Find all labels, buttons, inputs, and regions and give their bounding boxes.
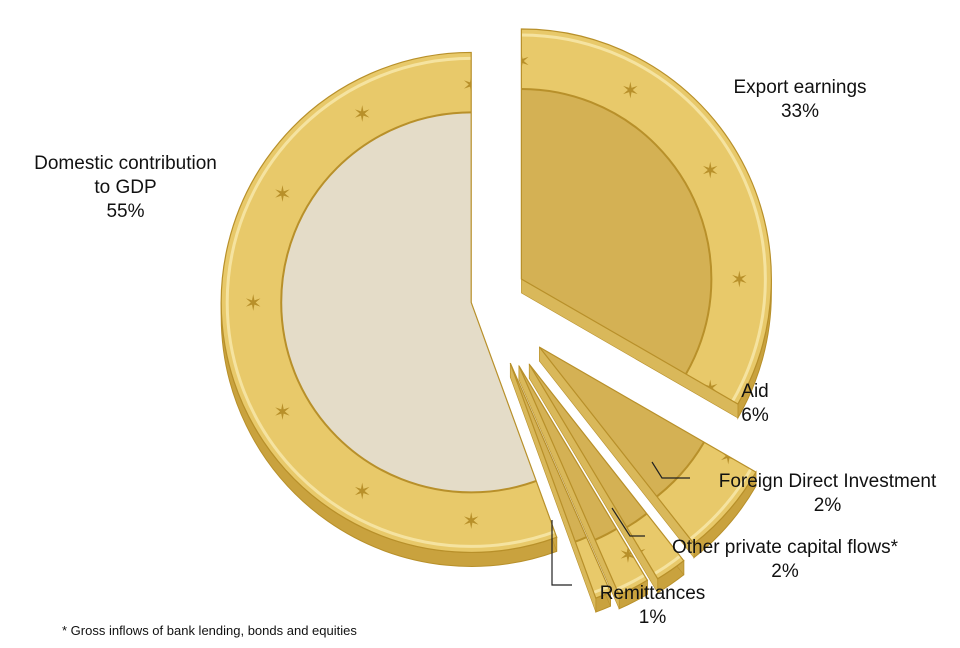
svg-text:✶: ✶	[273, 400, 291, 425]
leader-fdi	[651, 461, 690, 479]
label-export-pct: 33%	[780, 101, 820, 122]
label-remittances-line1: Remittances	[599, 583, 706, 604]
label-fdi: Foreign Direct Investment 2%	[700, 470, 955, 518]
label-other-private: Other private capital flows* 2%	[650, 536, 920, 584]
label-export: Export earnings 33%	[705, 76, 895, 124]
label-remittances-pct: 1%	[638, 607, 667, 628]
leader-other-private	[611, 507, 645, 537]
label-aid: Aid 6%	[730, 380, 780, 428]
label-domestic: Domestic contribution to GDP 55%	[8, 152, 243, 224]
label-other-private-line1: Other private capital flows*	[672, 537, 898, 558]
svg-text:✶: ✶	[510, 573, 528, 598]
svg-text:✶: ✶	[701, 159, 719, 184]
svg-text:✶: ✶	[520, 571, 538, 596]
svg-text:✶: ✶	[462, 509, 480, 534]
label-fdi-line1: Foreign Direct Investment	[718, 471, 937, 492]
label-domestic-pct: 55%	[106, 201, 145, 222]
svg-text:✶: ✶	[512, 50, 530, 75]
svg-text:✶: ✶	[244, 291, 262, 316]
label-domestic-line1: Domestic contribution	[34, 153, 217, 174]
svg-text:✶: ✶	[621, 79, 639, 104]
label-export-line1: Export earnings	[733, 77, 867, 98]
label-aid-line1: Aid	[741, 381, 769, 402]
svg-text:✶: ✶	[719, 445, 737, 470]
svg-text:✶: ✶	[353, 480, 371, 505]
label-other-private-pct: 2%	[771, 561, 799, 582]
svg-text:✶: ✶	[501, 570, 519, 595]
label-domestic-line2: to GDP	[94, 177, 157, 198]
svg-text:✶: ✶	[273, 182, 291, 207]
label-remittances: Remittances 1%	[585, 582, 720, 630]
svg-text:✶: ✶	[730, 268, 748, 293]
slice-domestic: ✶✶✶✶✶✶✶✶✶✶✶✶	[220, 51, 558, 567]
leader-remittances	[551, 520, 572, 586]
footnote: * Gross inflows of bank lending, bonds a…	[62, 623, 357, 638]
label-aid-pct: 6%	[741, 405, 769, 426]
label-fdi-pct: 2%	[813, 495, 842, 516]
slice-aid: ✶✶✶✶✶✶✶✶✶✶✶✶	[538, 346, 757, 559]
svg-text:✶: ✶	[353, 103, 371, 128]
svg-text:✶: ✶	[501, 134, 519, 159]
